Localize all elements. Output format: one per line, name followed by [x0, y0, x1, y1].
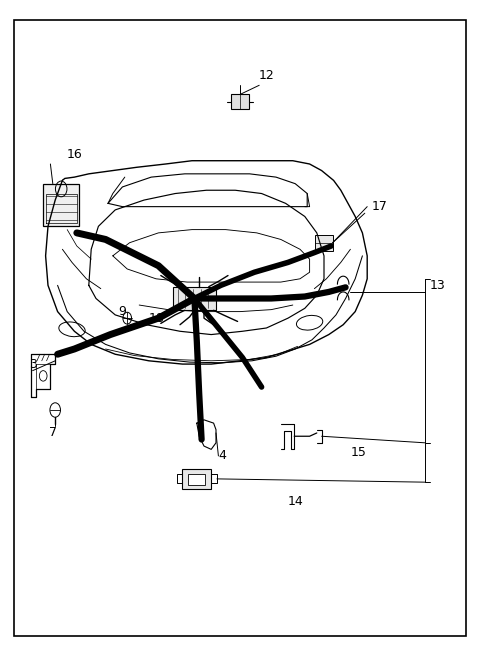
Bar: [188, 474, 205, 485]
FancyBboxPatch shape: [43, 184, 79, 226]
Text: 16: 16: [67, 148, 82, 161]
Text: 12: 12: [259, 69, 274, 82]
Text: 15: 15: [350, 446, 366, 459]
Text: 4: 4: [218, 449, 226, 462]
Text: 13: 13: [430, 279, 445, 292]
Bar: [173, 287, 216, 310]
Bar: [315, 235, 333, 251]
Text: 14: 14: [288, 495, 303, 508]
Bar: [182, 469, 211, 489]
Bar: [231, 94, 249, 109]
Text: 7: 7: [49, 426, 57, 440]
Text: 17: 17: [372, 200, 388, 213]
Text: 9: 9: [119, 305, 126, 318]
Text: 18: 18: [149, 312, 165, 325]
Text: 3: 3: [29, 358, 36, 371]
